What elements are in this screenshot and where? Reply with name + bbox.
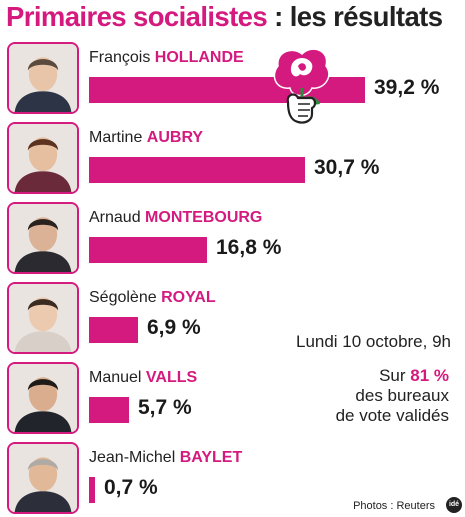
result-bar xyxy=(89,157,305,183)
candidate-last-name: AUBRY xyxy=(146,129,204,146)
candidate-first-name: Jean-Michel xyxy=(89,449,180,466)
bureaux-prefix: Sur xyxy=(379,366,411,385)
result-value-label: 16,8 % xyxy=(216,236,282,259)
result-value-label: 6,9 % xyxy=(147,316,201,339)
montebourg-portrait xyxy=(7,202,79,274)
result-value-label: 0,7 % xyxy=(104,476,158,499)
title-part1: Primaires socialistes xyxy=(6,1,268,32)
candidate-row: Ségolène ROYAL 6,9 % xyxy=(0,280,465,360)
result-bar xyxy=(89,317,138,343)
candidate-first-name: Ségolène xyxy=(89,289,162,306)
candidate-row: François HOLLANDE 39,2 % xyxy=(0,40,465,120)
candidate-name: Ségolène ROYAL xyxy=(89,289,216,307)
result-bar xyxy=(89,477,95,503)
candidate-bars: François HOLLANDE 39,2 % Martine AUBRY 30,7… xyxy=(0,40,465,517)
polling-stations-note: Sur 81 % des bureaux de vote validés xyxy=(336,366,449,426)
result-bar xyxy=(89,237,207,263)
aubry-portrait xyxy=(7,122,79,194)
candidate-name: François HOLLANDE xyxy=(89,49,244,67)
candidate-first-name: Martine xyxy=(89,129,147,146)
candidate-row: Martine AUBRY 30,7 % xyxy=(0,120,465,200)
title-separator: : xyxy=(267,1,290,32)
candidate-last-name: MONTEBOURG xyxy=(145,209,263,226)
candidate-row: Jean-Michel BAYLET 0,7 % xyxy=(0,440,465,517)
candidate-first-name: François xyxy=(89,49,155,66)
candidate-name: Martine AUBRY xyxy=(89,129,203,147)
update-date: Lundi 10 octobre, 9h xyxy=(295,332,451,351)
publisher-logo: idé xyxy=(446,497,462,513)
candidate-first-name: Arnaud xyxy=(89,209,146,226)
result-value-label: 5,7 % xyxy=(138,396,192,419)
candidate-name: Arnaud MONTEBOURG xyxy=(89,209,262,227)
ps-rose-logo-icon xyxy=(273,48,330,124)
candidate-row: Manuel VALLS 5,7 % xyxy=(0,360,465,440)
result-value-label: 30,7 % xyxy=(314,156,380,179)
result-value-label: 39,2 % xyxy=(374,76,440,99)
baylet-portrait xyxy=(7,442,79,514)
candidate-row: Arnaud MONTEBOURG 16,8 % xyxy=(0,200,465,280)
title-part2: les résultats xyxy=(289,1,443,32)
candidate-last-name: ROYAL xyxy=(161,289,216,306)
bureaux-line3: de vote validés xyxy=(335,406,449,425)
hollande-portrait xyxy=(7,42,79,114)
bureaux-line2: des bureaux xyxy=(355,386,449,405)
candidate-last-name: BAYLET xyxy=(179,449,243,466)
candidate-name: Manuel VALLS xyxy=(89,369,197,387)
royal-portrait xyxy=(7,282,79,354)
result-bar xyxy=(89,397,129,423)
candidate-first-name: Manuel xyxy=(89,369,146,386)
candidate-name: Jean-Michel BAYLET xyxy=(89,449,242,467)
chart-title: Primaires socialistes : les résultats xyxy=(6,1,443,37)
valls-portrait xyxy=(7,362,79,434)
photo-credit: Photos : Reuters xyxy=(353,500,435,512)
candidate-last-name: VALLS xyxy=(145,369,198,386)
candidate-last-name: HOLLANDE xyxy=(154,49,244,66)
bureaux-percent: 81 % xyxy=(410,366,449,385)
